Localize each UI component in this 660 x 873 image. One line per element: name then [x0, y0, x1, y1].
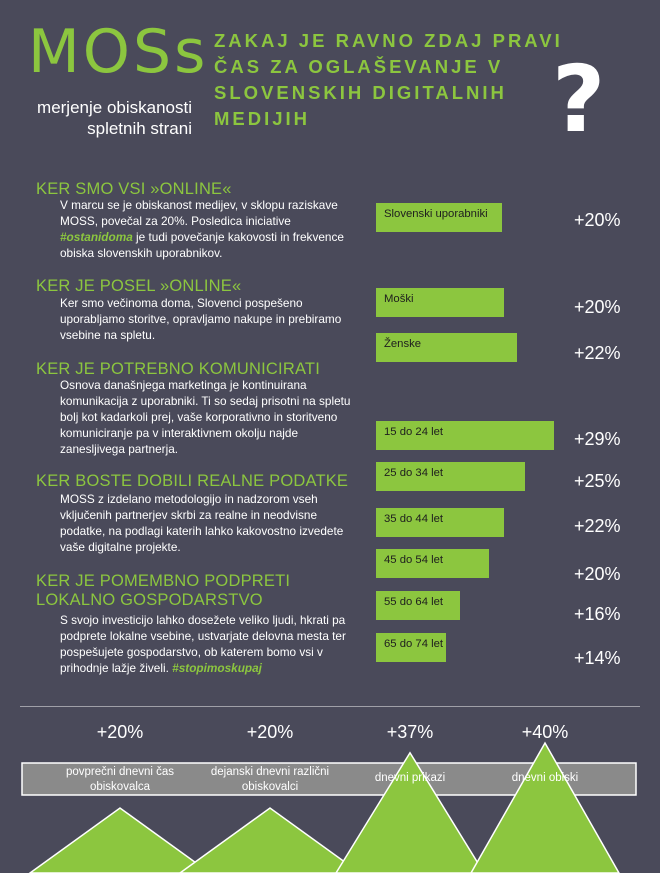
- bar-label: 65 do 74 let: [384, 638, 444, 650]
- bar-label: Ženske: [384, 338, 422, 350]
- body-text: je tudi povečanje kakovosti in frekvence…: [60, 230, 344, 260]
- triangle-mark: [470, 741, 620, 873]
- bar: 55 do 64 let: [376, 591, 460, 620]
- logo-subtitle-line1: merjenje obiskanosti: [37, 98, 192, 117]
- triangle-category-label: dnevni prikazi: [374, 772, 446, 784]
- triangle-value-label: +20%: [96, 722, 144, 742]
- bar: Moški: [376, 288, 504, 317]
- headline-line2: ČAS ZA OGLAŠEVANJE V: [214, 56, 504, 77]
- moss-logo: MOSs: [28, 17, 209, 87]
- logo-subtitle-line2: spletnih strani: [87, 119, 192, 138]
- traffic-triangle-chart: [21, 741, 637, 873]
- bar-value-label: +20%: [574, 210, 621, 230]
- section-body: MOSS z izdelano metodologijo in nadzorom…: [60, 492, 344, 554]
- triangle-category-label: povprečni dnevni čas obiskovalca: [65, 766, 175, 793]
- bar-label: 15 do 24 let: [384, 426, 444, 438]
- question-mark-icon: ?: [552, 46, 606, 153]
- section-title-line2: LOKALNO GOSPODARSTVO: [36, 591, 263, 609]
- bar-label: 55 do 64 let: [384, 596, 444, 608]
- bar-label: 45 do 54 let: [384, 554, 444, 566]
- bar-label: Moški: [384, 293, 414, 305]
- bar-label: Slovenski uporabniki: [384, 208, 488, 220]
- section-body: Osnova današnjega marketinga je kontinui…: [60, 378, 351, 456]
- bar: 25 do 34 let: [376, 462, 525, 491]
- headline-line3: SLOVENSKIH DIGITALNIH: [214, 82, 507, 103]
- section-body: Ker smo večinoma doma, Slovenci pospešen…: [60, 296, 342, 342]
- headline-line1: ZAKAJ JE RAVNO ZDAJ PRAVI: [214, 30, 563, 51]
- section-title: KER JE POTREBNO KOMUNICIRATI: [36, 360, 320, 378]
- body-text: V marcu se je obiskanost medijev, v sklo…: [60, 198, 338, 228]
- bar-value-label: +22%: [574, 516, 621, 536]
- section-body: S svojo investicijo lahko dosežete velik…: [60, 612, 350, 676]
- triangle-mark: [335, 751, 485, 873]
- headline-line4: MEDIJIH: [214, 108, 311, 129]
- triangle-mark: [178, 807, 362, 873]
- bar: Slovenski uporabniki: [376, 203, 502, 232]
- headline: ZAKAJ JE RAVNO ZDAJ PRAVI ČAS ZA OGLAŠEV…: [214, 28, 604, 132]
- bar-value-label: +20%: [574, 297, 621, 317]
- bar-value-label: +25%: [574, 471, 621, 491]
- triangle-category-label: dejanski dnevni različni obiskovalci: [210, 766, 330, 793]
- section-title: KER JE POSEL »ONLINE«: [36, 277, 242, 295]
- bar-value-label: +14%: [574, 648, 621, 668]
- body-text: S svojo investicijo lahko dosežete velik…: [60, 613, 346, 675]
- bar: 35 do 44 let: [376, 508, 504, 537]
- section-title: KER SMO VSI »ONLINE«: [36, 180, 232, 198]
- section-title: KER JE POMEMBNO PODPRETI: [36, 572, 291, 590]
- triangle-category-label: dnevni obiski: [511, 772, 579, 784]
- hashtag-ostanidoma: #ostanidoma: [60, 230, 133, 244]
- hashtag-stopimoskupaj: #stopimoskupaj: [172, 661, 262, 675]
- bar-value-label: +29%: [574, 429, 621, 449]
- bar: Ženske: [376, 333, 517, 362]
- bar: 45 do 54 let: [376, 549, 489, 578]
- triangle-value-label: +40%: [521, 722, 569, 742]
- bar-value-label: +16%: [574, 604, 621, 624]
- triangle-mark: [28, 807, 212, 873]
- bar: 15 do 24 let: [376, 421, 554, 450]
- bar-value-label: +20%: [574, 564, 621, 584]
- section-title: KER BOSTE DOBILI REALNE PODATKE: [36, 472, 349, 490]
- bar-value-label: +22%: [574, 343, 621, 363]
- bar: 65 do 74 let: [376, 633, 446, 662]
- divider: [20, 706, 640, 707]
- triangle-value-label: +37%: [386, 722, 434, 742]
- section-body: V marcu se je obiskanost medijev, v sklo…: [60, 197, 350, 261]
- logo-subtitle: merjenje obiskanosti spletnih strani: [20, 97, 192, 139]
- bar-label: 35 do 44 let: [384, 513, 444, 525]
- triangle-value-label: +20%: [246, 722, 294, 742]
- bar-label: 25 do 34 let: [384, 467, 444, 479]
